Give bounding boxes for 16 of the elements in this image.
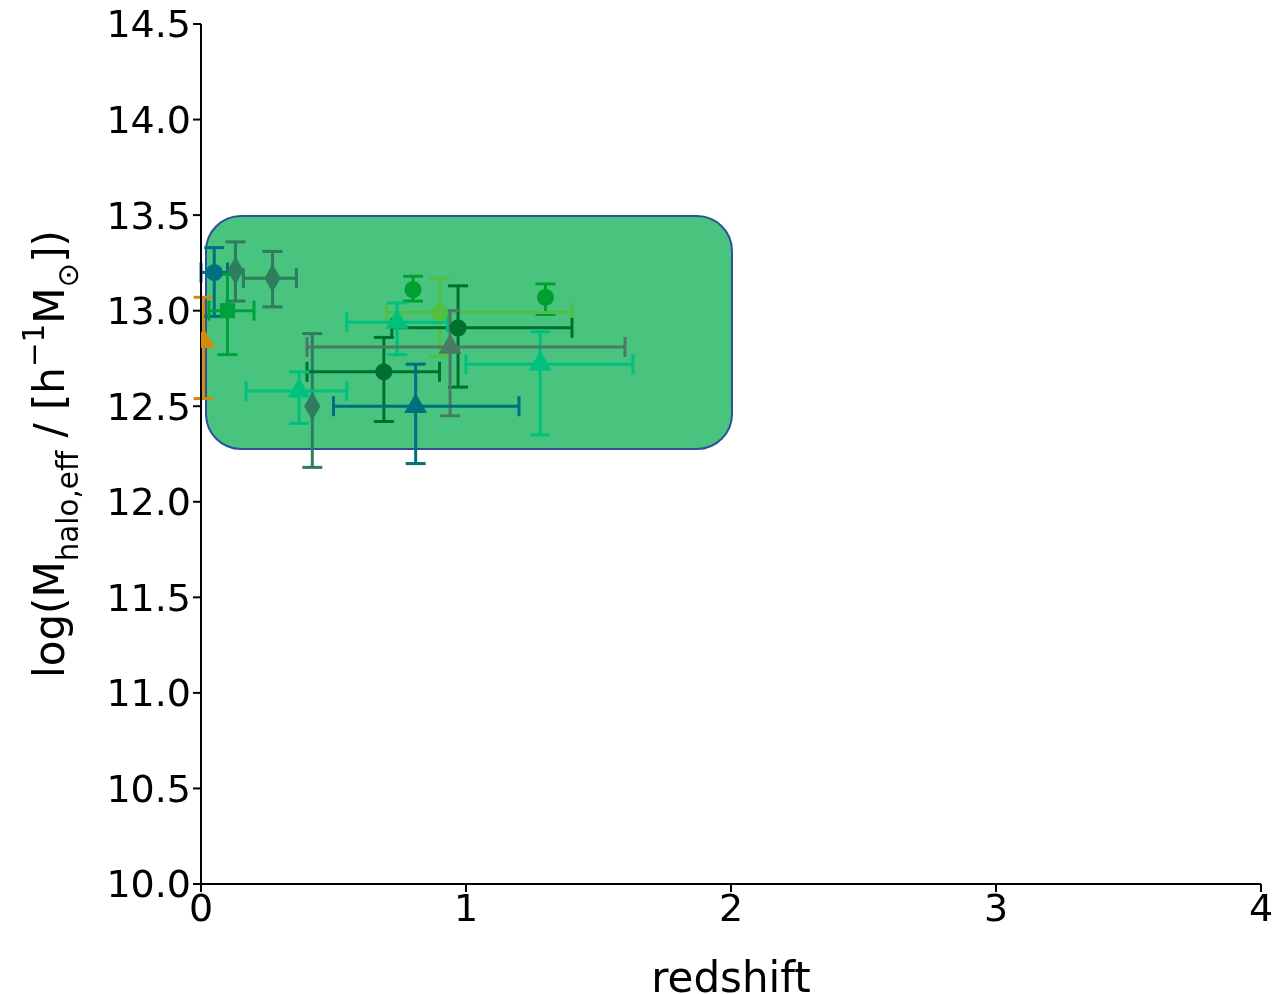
y-tick-label: 12.0 (106, 480, 191, 525)
y-tick-label: 10.5 (106, 766, 191, 811)
y-tick-label: 11.0 (106, 671, 191, 716)
y-tick-label: 14.5 (106, 2, 191, 47)
y-tick-label: 14.0 (106, 98, 191, 143)
x-tick-label: 2 (718, 885, 744, 930)
x-tick-label: 4 (1248, 885, 1274, 930)
x-tick-label: 1 (453, 885, 479, 930)
x-tick-label: 3 (983, 885, 1009, 930)
y-tick-label: 11.5 (106, 575, 191, 620)
x-tick-label: 0 (188, 885, 214, 930)
y-tick-label: 13.0 (106, 289, 191, 334)
y-tick-label: 10.0 (106, 862, 191, 907)
x-axis-title: redshift (651, 953, 811, 994)
y-tick-label: 12.5 (106, 384, 191, 429)
y-tick-label: 13.5 (106, 193, 191, 238)
